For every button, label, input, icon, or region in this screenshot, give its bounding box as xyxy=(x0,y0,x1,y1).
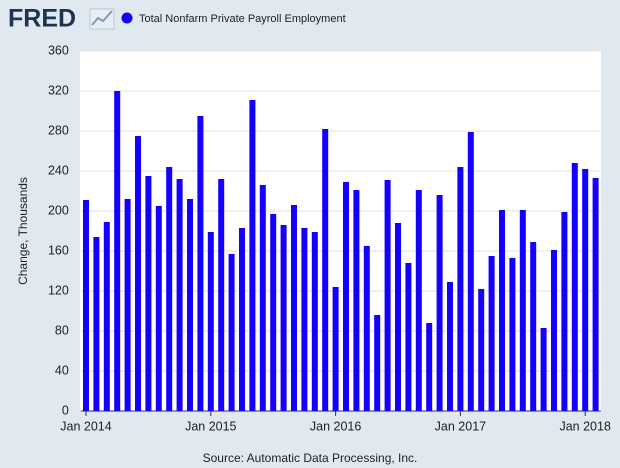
bar xyxy=(363,246,370,411)
bar xyxy=(509,258,516,411)
bar xyxy=(166,167,173,411)
bar xyxy=(197,116,204,411)
source-note: Source: Automatic Data Processing, Inc. xyxy=(203,451,418,465)
bar xyxy=(218,179,225,411)
x-tick-label: Jan 2018 xyxy=(559,419,610,433)
bar xyxy=(592,178,599,411)
bar xyxy=(270,214,277,411)
bar xyxy=(426,323,433,411)
legend-label: Total Nonfarm Private Payroll Employment xyxy=(139,13,346,25)
bar xyxy=(343,182,349,411)
y-axis-label: Change, Thousands xyxy=(16,177,30,285)
bar xyxy=(499,210,505,411)
bar xyxy=(176,179,183,411)
y-tick-label: 240 xyxy=(48,163,69,177)
y-tick-label: 40 xyxy=(55,363,69,377)
y-tick-label: 280 xyxy=(48,123,69,137)
bar xyxy=(124,199,131,411)
logo: FRED xyxy=(8,5,76,33)
bar xyxy=(114,91,121,411)
bar xyxy=(207,232,214,411)
bar xyxy=(551,250,557,411)
legend-swatch xyxy=(121,12,133,24)
bar xyxy=(291,205,297,411)
bar xyxy=(488,256,495,411)
bar xyxy=(332,287,339,411)
y-tick-label: 120 xyxy=(48,283,69,297)
x-tick-label: Jan 2015 xyxy=(185,419,236,433)
y-tick-label: 0 xyxy=(62,403,69,417)
bar xyxy=(280,225,287,411)
bar xyxy=(540,328,547,411)
y-tick-label: 320 xyxy=(48,83,69,97)
bar xyxy=(415,190,422,411)
bar xyxy=(249,100,256,411)
bar xyxy=(311,232,318,411)
logo-icon xyxy=(89,8,115,30)
bar xyxy=(93,237,100,411)
bar xyxy=(301,228,308,411)
bar xyxy=(83,200,89,411)
bar xyxy=(561,212,568,411)
bar xyxy=(239,228,245,411)
x-tick-label: Jan 2014 xyxy=(60,419,111,433)
bar xyxy=(187,199,193,411)
y-tick-label: 160 xyxy=(48,243,69,257)
bar xyxy=(322,129,329,411)
bar xyxy=(519,210,526,411)
y-tick-label: 80 xyxy=(55,323,69,337)
bar xyxy=(457,167,464,411)
bar xyxy=(228,254,235,411)
x-tick-label: Jan 2017 xyxy=(435,419,486,433)
bar xyxy=(467,132,474,411)
bar xyxy=(571,163,578,411)
bar xyxy=(145,176,152,411)
bar xyxy=(405,263,412,411)
y-tick-label: 360 xyxy=(48,43,69,57)
y-tick-label: 200 xyxy=(48,203,69,217)
bar xyxy=(436,195,443,411)
bar xyxy=(259,185,266,411)
bar xyxy=(353,190,360,411)
bar xyxy=(155,206,162,411)
bar xyxy=(582,169,589,411)
bar xyxy=(447,282,453,411)
bar xyxy=(374,315,381,411)
bar xyxy=(384,180,391,411)
bar xyxy=(530,242,537,411)
bar xyxy=(103,222,110,411)
bar xyxy=(478,289,485,411)
bar xyxy=(395,223,401,411)
bar xyxy=(135,136,141,411)
x-tick-label: Jan 2016 xyxy=(310,419,361,433)
